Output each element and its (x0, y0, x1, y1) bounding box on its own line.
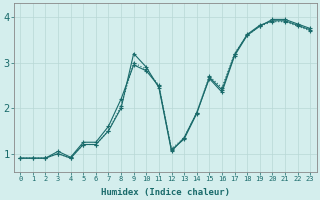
X-axis label: Humidex (Indice chaleur): Humidex (Indice chaleur) (101, 188, 230, 197)
